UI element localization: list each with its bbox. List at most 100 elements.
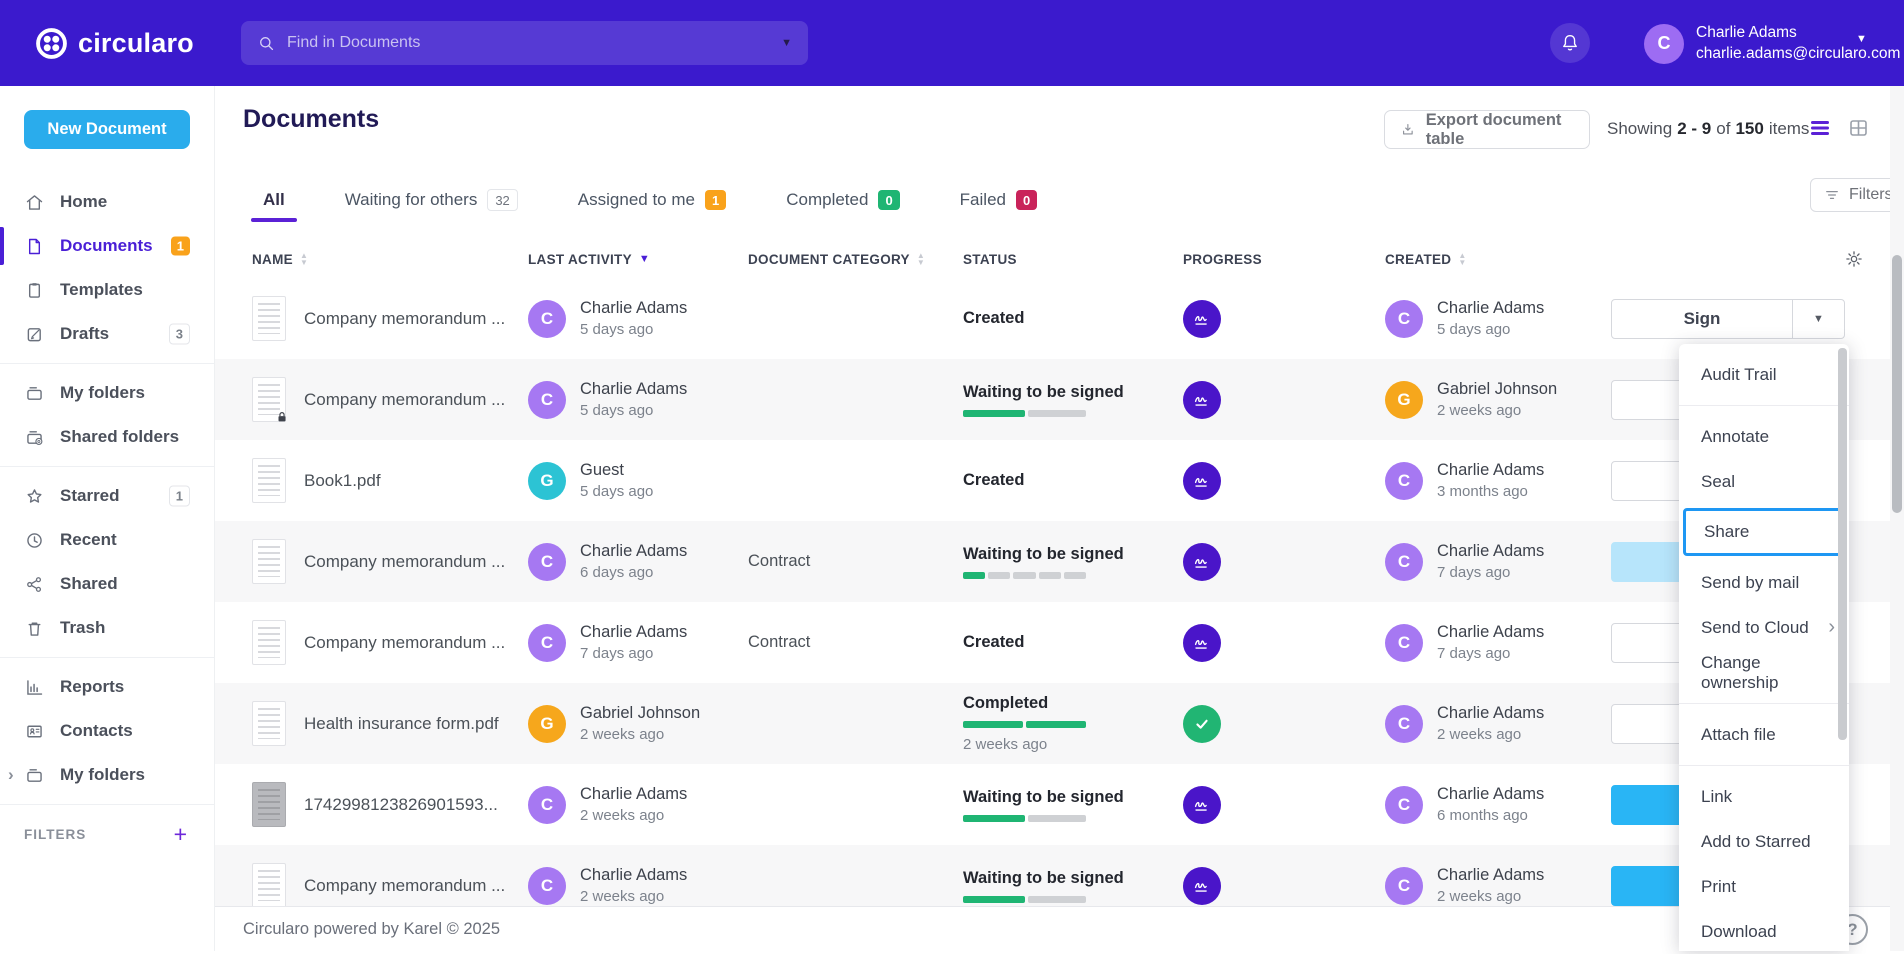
user-menu[interactable]: C Charlie Adams charlie.adams@circularo.… bbox=[1644, 23, 1900, 65]
tab-badge: 0 bbox=[1015, 190, 1038, 210]
export-document-table-button[interactable]: Export document table bbox=[1384, 110, 1590, 149]
tab-label: Assigned to me bbox=[577, 190, 695, 209]
menu-item[interactable]: Change ownership bbox=[1679, 650, 1849, 695]
table-row[interactable]: Company memorandum ... C Charlie Adams 5 … bbox=[215, 278, 1890, 359]
sidebar-item[interactable]: Trash bbox=[0, 606, 214, 650]
table-row[interactable]: 1742998123826901593... C Charlie Adams 2 … bbox=[215, 764, 1890, 845]
sign-options-caret-icon[interactable]: ▼ bbox=[1792, 299, 1844, 338]
menu-item[interactable]: Annotate bbox=[1679, 414, 1849, 459]
gear-icon[interactable] bbox=[1844, 249, 1864, 269]
created-by-name: Charlie Adams bbox=[1437, 785, 1545, 803]
tab[interactable]: Waiting for others 32 bbox=[333, 178, 530, 222]
document-thumbnail bbox=[252, 701, 286, 746]
table-header: NAME ▲ ▼ LAST ACTIVITY ▼ DOCUMENT CATEGOR… bbox=[215, 240, 1890, 278]
sort-icon[interactable]: ▲ ▼ bbox=[299, 251, 309, 267]
tab[interactable]: Assigned to me 1 bbox=[566, 178, 738, 222]
table-row[interactable]: Company memorandum ... C Charlie Adams 7 … bbox=[215, 602, 1890, 683]
table-row[interactable]: Health insurance form.pdf G Gabriel John… bbox=[215, 683, 1890, 764]
sidebar-item[interactable]: Contacts bbox=[0, 709, 214, 753]
sort-desc-icon[interactable]: ▼ bbox=[638, 253, 651, 265]
completed-check-icon[interactable] bbox=[1183, 704, 1221, 743]
sidebar-item[interactable]: Drafts 3 bbox=[0, 312, 214, 356]
avatar: C bbox=[1385, 461, 1423, 500]
sidebar-item[interactable]: My folders bbox=[0, 371, 214, 415]
tab[interactable]: Failed 0 bbox=[948, 178, 1050, 222]
active-indicator bbox=[0, 227, 4, 265]
column-header[interactable]: DOCUMENT CATEGORY ▲ ▼ bbox=[748, 252, 963, 267]
sidebar-item[interactable]: Templates bbox=[0, 268, 214, 312]
search-scope-caret-icon[interactable]: ▼ bbox=[781, 37, 792, 49]
menu-item[interactable]: Share bbox=[1683, 508, 1845, 556]
sidebar-item[interactable]: Starred 1 bbox=[0, 474, 214, 518]
column-header[interactable]: NAME ▲ ▼ bbox=[252, 252, 528, 267]
sidebar-item[interactable]: Shared folders bbox=[0, 415, 214, 459]
sort-icon[interactable]: ▲ ▼ bbox=[1458, 251, 1467, 267]
tab[interactable]: All bbox=[251, 178, 297, 222]
document-name[interactable]: Company memorandum ... bbox=[304, 389, 506, 409]
search-box[interactable]: ▼ bbox=[241, 21, 808, 65]
document-name[interactable]: Company memorandum ... bbox=[304, 875, 506, 895]
filters-button[interactable]: Filters bbox=[1810, 178, 1904, 212]
notifications-button[interactable] bbox=[1550, 23, 1590, 63]
menu-item[interactable]: Send by mail bbox=[1679, 560, 1849, 605]
column-label: NAME bbox=[252, 251, 293, 267]
window-scrollbar-thumb[interactable] bbox=[1892, 255, 1902, 513]
menu-item[interactable]: Send to Cloud › bbox=[1679, 605, 1849, 650]
add-filter-button[interactable]: + bbox=[173, 820, 188, 847]
column-header[interactable]: STATUS bbox=[963, 252, 1183, 267]
table-row[interactable]: Company memorandum ... C Charlie Adams 5 … bbox=[215, 359, 1890, 440]
signature-progress-icon[interactable] bbox=[1183, 461, 1221, 500]
document-name[interactable]: Company memorandum ... bbox=[304, 632, 506, 652]
column-header[interactable]: CREATED ▲ ▼ bbox=[1385, 252, 1611, 267]
document-name[interactable]: Book1.pdf bbox=[304, 470, 381, 490]
sidebar-item[interactable]: Documents 1 bbox=[0, 224, 214, 268]
table-row[interactable]: Book1.pdf G Guest 5 days ago Created bbox=[215, 440, 1890, 521]
menu-item[interactable]: Download bbox=[1679, 909, 1849, 954]
menu-item[interactable]: Print bbox=[1679, 864, 1849, 909]
window-scrollbar[interactable] bbox=[1890, 86, 1904, 951]
created-time: 7 days ago bbox=[1437, 645, 1511, 662]
sidebar-item[interactable]: › My folders bbox=[0, 753, 214, 797]
menu-item[interactable]: Add to Starred bbox=[1679, 819, 1849, 864]
menu-item-label: Send by mail bbox=[1701, 572, 1800, 592]
chevron-right-icon[interactable]: › bbox=[8, 765, 14, 784]
column-header[interactable]: LAST ACTIVITY ▼ bbox=[528, 252, 748, 267]
sidebar-item[interactable]: Recent bbox=[0, 518, 214, 562]
sidebar-item[interactable]: Reports bbox=[0, 665, 214, 709]
signature-progress-icon[interactable] bbox=[1183, 623, 1221, 662]
menu-item[interactable]: Attach file bbox=[1679, 712, 1849, 757]
created-by-name: Charlie Adams bbox=[1437, 461, 1545, 479]
brand[interactable]: circularo bbox=[36, 0, 194, 86]
table-row[interactable]: Company memorandum ... C Charlie Adams 6 … bbox=[215, 521, 1890, 602]
menu-scrollbar-thumb[interactable] bbox=[1838, 348, 1847, 740]
menu-item[interactable]: Link bbox=[1679, 774, 1849, 819]
sidebar-item[interactable]: Shared bbox=[0, 562, 214, 606]
thumbnail-lines bbox=[258, 384, 280, 415]
document-name[interactable]: Company memorandum ... bbox=[304, 551, 506, 571]
sidebar-item[interactable]: Home bbox=[0, 180, 214, 224]
menu-item[interactable]: Seal bbox=[1679, 459, 1849, 504]
document-name[interactable]: Company memorandum ... bbox=[304, 308, 506, 328]
document-name[interactable]: Health insurance form.pdf bbox=[304, 713, 499, 733]
menu-item[interactable]: Audit Trail bbox=[1679, 352, 1849, 397]
progress-bar bbox=[963, 409, 1086, 417]
signature-progress-icon[interactable] bbox=[1183, 299, 1221, 338]
tab[interactable]: Completed 0 bbox=[774, 178, 911, 222]
signature-progress-icon[interactable] bbox=[1183, 866, 1221, 905]
signature-progress-icon[interactable] bbox=[1183, 380, 1221, 419]
document-name[interactable]: 1742998123826901593... bbox=[304, 794, 498, 814]
last-activity-name: Charlie Adams bbox=[580, 380, 688, 398]
grid-view-icon[interactable] bbox=[1846, 116, 1871, 140]
user-menu-caret-icon[interactable]: ▼ bbox=[1856, 33, 1867, 45]
sort-icon[interactable]: ▲ ▼ bbox=[916, 251, 926, 267]
sign-button[interactable]: Sign ▼ bbox=[1611, 298, 1845, 339]
search-input[interactable] bbox=[287, 34, 774, 52]
column-header[interactable]: PROGRESS bbox=[1183, 252, 1385, 267]
new-document-button[interactable]: New Document bbox=[24, 110, 190, 149]
status-label: Created bbox=[963, 471, 1025, 489]
divider bbox=[0, 657, 214, 658]
signature-progress-icon[interactable] bbox=[1183, 785, 1221, 824]
main-content: Documents Export document table Showing 2… bbox=[215, 86, 1904, 951]
signature-progress-icon[interactable] bbox=[1183, 542, 1221, 581]
list-view-icon[interactable] bbox=[1807, 116, 1833, 140]
